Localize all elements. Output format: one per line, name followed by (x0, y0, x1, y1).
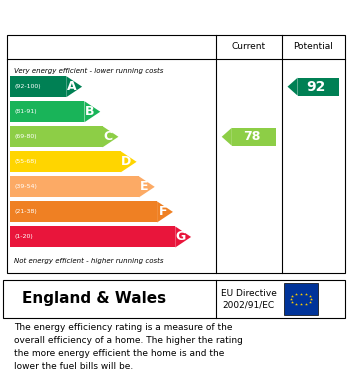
Polygon shape (222, 128, 232, 146)
Text: Energy Efficiency Rating: Energy Efficiency Rating (69, 7, 279, 23)
Text: Not energy efficient - higher running costs: Not energy efficient - higher running co… (14, 258, 164, 264)
Text: (39-54): (39-54) (15, 185, 38, 189)
Text: G: G (176, 230, 186, 244)
Bar (10, 76, 66, 97)
Text: (21-38): (21-38) (15, 210, 38, 214)
Text: 92: 92 (307, 80, 326, 94)
Polygon shape (157, 201, 173, 222)
Bar (10, 151, 121, 172)
Text: C: C (104, 130, 113, 143)
Bar (10, 226, 175, 248)
Text: 78: 78 (243, 130, 261, 143)
Bar (232, 128, 276, 146)
Polygon shape (175, 226, 191, 248)
Bar (10, 126, 103, 147)
Polygon shape (66, 76, 82, 97)
Polygon shape (121, 151, 136, 172)
Polygon shape (85, 101, 100, 122)
Text: A: A (67, 80, 77, 93)
Text: F: F (158, 205, 167, 219)
Bar (10, 176, 139, 197)
Text: D: D (121, 155, 132, 168)
Bar (298, 78, 339, 96)
Text: (69-80): (69-80) (15, 134, 38, 139)
FancyBboxPatch shape (284, 283, 318, 316)
Bar (10, 101, 85, 122)
Text: England & Wales: England & Wales (22, 292, 166, 307)
Text: (1-20): (1-20) (15, 235, 34, 239)
Text: (81-91): (81-91) (15, 109, 38, 114)
Text: EU Directive
2002/91/EC: EU Directive 2002/91/EC (221, 289, 277, 309)
Polygon shape (103, 126, 118, 147)
Text: Potential: Potential (293, 42, 333, 51)
Text: Very energy efficient - lower running costs: Very energy efficient - lower running co… (14, 68, 163, 74)
Text: (55-68): (55-68) (15, 159, 38, 164)
Polygon shape (287, 78, 298, 96)
Polygon shape (139, 176, 155, 197)
Text: E: E (140, 180, 149, 194)
Text: B: B (85, 105, 95, 118)
Text: Current: Current (232, 42, 266, 51)
Text: The energy efficiency rating is a measure of the
overall efficiency of a home. T: The energy efficiency rating is a measur… (14, 323, 243, 371)
Text: (92-100): (92-100) (15, 84, 42, 89)
Bar (10, 201, 157, 222)
